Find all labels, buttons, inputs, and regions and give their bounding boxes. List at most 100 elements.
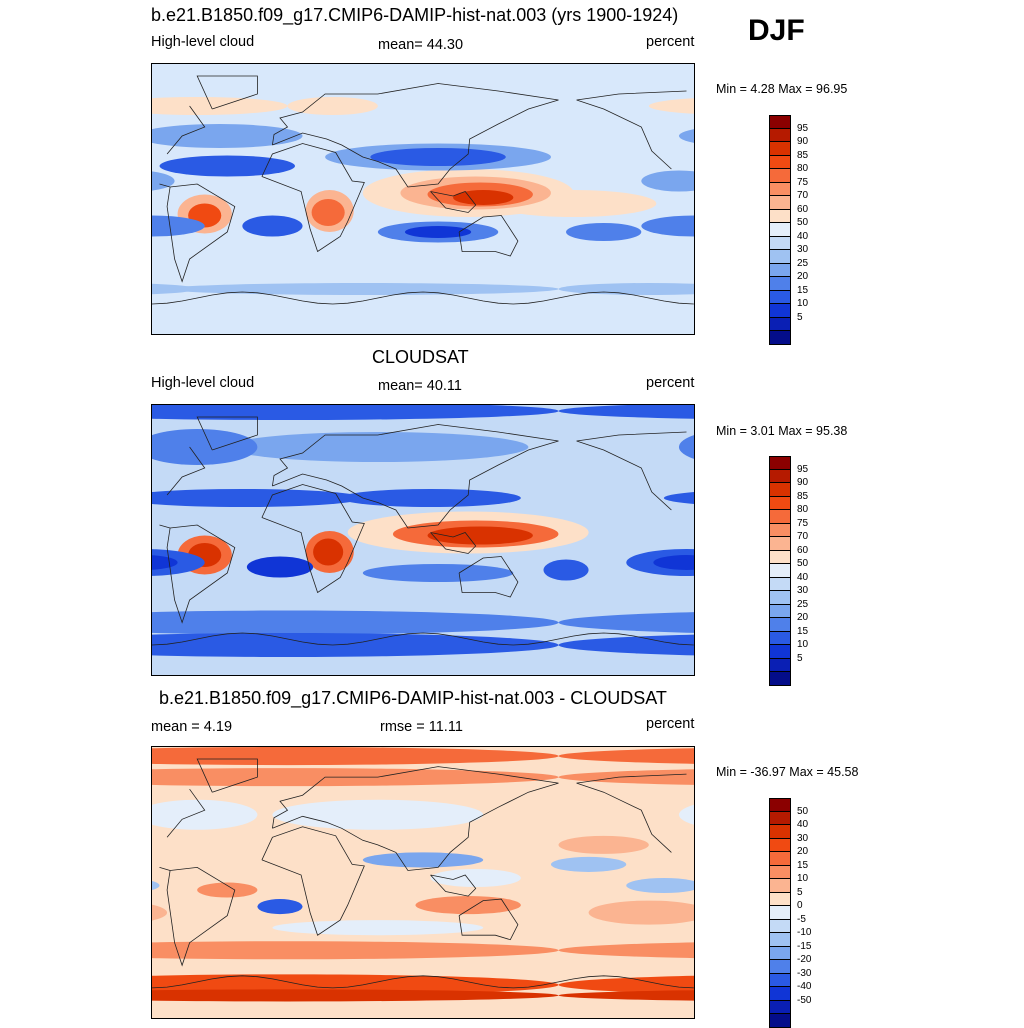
colorbar-swatch <box>769 317 791 331</box>
colorbar-label: 30 <box>797 585 809 596</box>
colorbar: 95 90 85 80 75 70 60 50 40 30 25 20 15 10 5 <box>769 456 808 686</box>
mean-label: mean= 44.30 <box>378 37 464 53</box>
colorbar-label: 95 <box>797 122 809 134</box>
colorbar: 95 90 85 80 75 70 60 50 40 30 25 20 15 10 5 <box>769 115 808 345</box>
contour-region <box>152 941 559 960</box>
contour-region <box>152 405 559 420</box>
contour-region <box>588 900 694 925</box>
coastline <box>576 782 672 853</box>
colorbar-swatch <box>769 236 791 250</box>
colorbar-label: 75 <box>797 517 809 529</box>
colorbar-swatch <box>769 169 791 183</box>
coastline <box>272 766 559 871</box>
colorbar-swatch <box>769 672 791 686</box>
coastline <box>159 867 171 871</box>
contour-region <box>558 612 694 633</box>
contour-region <box>415 896 521 915</box>
colorbar-label: 25 <box>797 257 809 269</box>
contour-region <box>558 975 694 995</box>
contour-region <box>159 155 296 177</box>
coastline <box>576 90 687 101</box>
colorbar-swatch <box>769 852 791 866</box>
contour-field <box>152 405 694 675</box>
colorbar-label: 95 <box>797 463 809 475</box>
colorbar-label: 90 <box>797 477 809 488</box>
contour-region <box>227 432 529 462</box>
minmax-label: Min = 3.01 Max = 95.38 <box>716 424 848 438</box>
global-map <box>151 63 695 335</box>
coastline <box>430 532 477 554</box>
coastline <box>576 431 687 442</box>
colorbar-swatch <box>769 838 791 852</box>
contour-region <box>152 549 205 576</box>
global-map <box>151 404 695 676</box>
colorbar-label: 30 <box>797 832 809 844</box>
contour-region <box>152 97 288 115</box>
contour-region <box>558 405 694 419</box>
coastline <box>261 484 365 594</box>
contour-region <box>427 526 533 545</box>
colorbar-swatch <box>769 1000 791 1014</box>
contour-region <box>152 124 303 148</box>
colorbar-label: 5 <box>797 311 803 323</box>
colorbar-swatch <box>769 645 791 659</box>
colorbar-label: 70 <box>797 190 809 201</box>
coastline <box>196 75 258 110</box>
contour-region <box>626 877 694 894</box>
coastline <box>159 183 171 188</box>
contour-region <box>558 942 694 959</box>
colorbar-label: 40 <box>797 819 809 830</box>
colorbar-label: 50 <box>797 217 809 228</box>
contour-region <box>543 559 589 581</box>
colorbar-swatch <box>769 550 791 564</box>
minmax-label: Min = -36.97 Max = 45.58 <box>716 765 859 779</box>
coastline <box>152 632 694 646</box>
colorbar-label: -15 <box>797 940 812 952</box>
colorbar-label: 80 <box>797 504 809 515</box>
colorbar-label: 15 <box>797 625 809 637</box>
colorbar-label: 5 <box>797 652 803 664</box>
colorbar-swatch <box>769 115 791 129</box>
colorbar-label: 10 <box>797 873 809 884</box>
contour-region <box>311 199 345 226</box>
colorbar-label: 20 <box>797 271 809 282</box>
colorbar-swatch <box>769 510 791 524</box>
colorbar-swatch <box>769 577 791 591</box>
coastline <box>576 99 672 170</box>
colorbar-swatch <box>769 209 791 223</box>
colorbar-swatch <box>769 658 791 672</box>
colorbar-swatch <box>769 250 791 264</box>
colorbar-swatch <box>769 960 791 974</box>
coastline <box>458 898 519 941</box>
contour-field <box>152 747 694 1018</box>
season-label: DJF <box>748 14 805 47</box>
colorbar-swatch <box>769 906 791 920</box>
colorbar-label: 85 <box>797 490 809 502</box>
colorbar-swatch <box>769 456 791 470</box>
colorbar-label: 20 <box>797 612 809 623</box>
minmax-label: Min = 4.28 Max = 96.95 <box>716 82 848 96</box>
contour-region <box>152 215 205 237</box>
colorbar-swatch <box>769 798 791 812</box>
colorbar-swatch <box>769 811 791 825</box>
contour-region <box>272 920 484 936</box>
colorbar-label: 60 <box>797 544 809 556</box>
contour-region <box>558 990 694 1001</box>
contour-region <box>653 555 694 570</box>
colorbar: 50 40 30 20 15 10 5 0 -5 -10 -15 -20 -30 -40 -50 <box>769 798 811 1028</box>
coastline <box>261 143 365 253</box>
contour-region <box>362 852 484 868</box>
panel-title: b.e21.B1850.f09_g17.CMIP6-DAMIP-hist-nat… <box>151 5 679 25</box>
colorbar-label: 60 <box>797 203 809 215</box>
contour-region <box>167 283 559 295</box>
colorbar-swatch <box>769 591 791 605</box>
contour-region <box>558 283 694 295</box>
colorbar-swatch <box>769 182 791 196</box>
coastline <box>430 874 477 897</box>
colorbar-swatch <box>769 631 791 645</box>
colorbar-label: -50 <box>797 994 812 1006</box>
mean-label: mean= 40.11 <box>378 378 462 394</box>
colorbar-label: -10 <box>797 927 812 938</box>
panel-title: b.e21.B1850.f09_g17.CMIP6-DAMIP-hist-nat… <box>159 688 667 708</box>
contour-region <box>152 633 559 657</box>
